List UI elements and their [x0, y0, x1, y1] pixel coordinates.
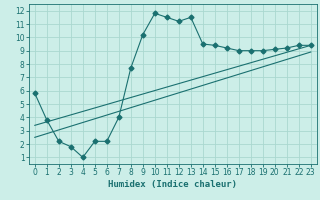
X-axis label: Humidex (Indice chaleur): Humidex (Indice chaleur) [108, 180, 237, 189]
